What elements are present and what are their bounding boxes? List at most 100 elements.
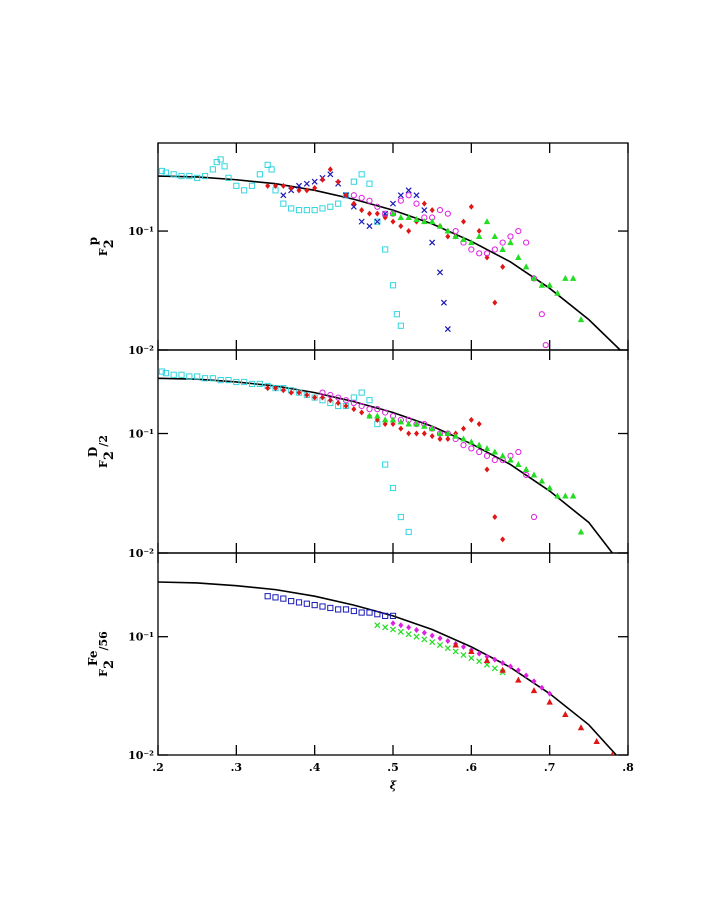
point — [610, 751, 615, 755]
point — [335, 200, 342, 207]
point — [374, 210, 380, 217]
point — [382, 210, 389, 217]
point — [358, 218, 365, 225]
point — [460, 235, 467, 242]
point — [272, 594, 279, 601]
y-label-suffix: /2 — [97, 435, 110, 447]
y-axis-label: F2D/2 — [86, 435, 117, 468]
point — [429, 632, 435, 639]
plot-area — [158, 156, 621, 350]
point — [374, 412, 381, 419]
point — [295, 182, 303, 189]
point — [492, 299, 498, 306]
point — [194, 373, 201, 380]
point — [351, 200, 357, 207]
point — [382, 612, 389, 619]
x-tick-label: .2 — [152, 761, 163, 774]
x-tick-label: .4 — [309, 761, 321, 774]
point — [452, 227, 459, 235]
point — [531, 678, 537, 685]
point — [265, 182, 271, 189]
point — [539, 684, 545, 691]
point — [389, 210, 397, 217]
point — [444, 430, 452, 437]
point — [546, 484, 553, 491]
point — [452, 641, 459, 648]
point — [398, 622, 404, 629]
point — [288, 185, 294, 192]
point — [343, 402, 349, 409]
point — [273, 182, 278, 189]
point — [233, 378, 240, 386]
point — [303, 207, 310, 214]
plot-area — [158, 368, 613, 553]
point — [499, 666, 506, 673]
point — [429, 433, 435, 440]
point — [515, 253, 522, 260]
point — [492, 656, 498, 663]
point — [445, 637, 451, 644]
y-label-base: F — [97, 669, 110, 677]
point — [311, 207, 318, 214]
point — [445, 435, 451, 442]
point — [398, 425, 404, 432]
point — [499, 245, 506, 252]
point — [217, 156, 224, 163]
fit-curve — [158, 175, 621, 350]
point — [358, 194, 365, 202]
point — [515, 667, 521, 674]
point — [421, 430, 427, 437]
point — [158, 167, 166, 175]
point — [484, 254, 490, 261]
point — [350, 178, 357, 185]
point — [350, 192, 357, 199]
point — [492, 514, 498, 521]
point — [397, 197, 404, 204]
point — [507, 239, 514, 246]
point — [241, 378, 248, 386]
x-tick-label: .8 — [622, 761, 634, 774]
point — [413, 420, 420, 427]
point — [358, 402, 365, 410]
point — [327, 391, 334, 399]
point — [499, 452, 506, 459]
point — [515, 676, 522, 683]
y-tick-label: 10⁻² — [128, 547, 154, 560]
point — [225, 174, 232, 181]
point — [264, 593, 271, 600]
y-label-suffix: /56 — [97, 631, 110, 651]
x-tick-label: .7 — [544, 761, 555, 774]
point — [405, 528, 412, 536]
point — [460, 435, 467, 442]
point — [390, 620, 396, 627]
point — [280, 387, 286, 394]
point — [366, 412, 373, 419]
point — [515, 227, 522, 235]
point — [461, 425, 466, 432]
point — [367, 210, 372, 217]
y-tick-label: 10⁻² — [128, 344, 154, 357]
point — [327, 171, 334, 178]
point — [538, 477, 546, 484]
point — [468, 647, 475, 654]
point — [389, 282, 397, 289]
point — [366, 397, 373, 404]
point — [538, 281, 546, 288]
point — [350, 394, 357, 401]
point — [530, 513, 538, 521]
point — [381, 416, 389, 423]
point — [280, 182, 286, 189]
x-tick-label: .5 — [387, 761, 398, 774]
plot-frame — [157, 349, 629, 554]
point — [335, 606, 342, 613]
point — [350, 399, 357, 407]
point — [542, 341, 549, 349]
point — [483, 661, 491, 668]
point — [460, 652, 467, 659]
point — [351, 406, 357, 413]
point — [413, 192, 420, 199]
point — [335, 400, 341, 407]
point — [327, 166, 333, 173]
point — [311, 178, 318, 185]
point — [569, 274, 577, 281]
